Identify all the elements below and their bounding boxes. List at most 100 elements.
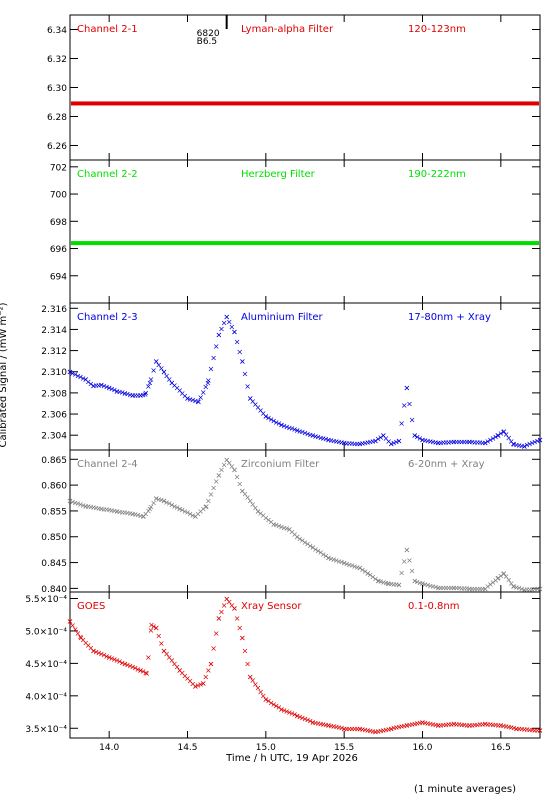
series-points: ××××××××××××××××××××××××××××××××××××××××… (67, 313, 544, 451)
data-point: × (189, 511, 196, 520)
data-point: × (333, 723, 340, 732)
data-point: × (223, 594, 230, 603)
data-point: × (192, 512, 199, 521)
data-point: × (247, 497, 254, 506)
data-point: × (202, 672, 209, 681)
data-point: × (119, 508, 126, 517)
data-point: × (124, 509, 131, 518)
data-point: × (67, 617, 74, 626)
data-point: × (85, 502, 92, 511)
panel-4: 0.840 0.845 0.850 0.855 0.860 0.865 Channel 2-… (41, 449, 543, 595)
data-point: × (377, 726, 384, 735)
data-point: × (375, 577, 382, 586)
data-point: × (487, 580, 494, 589)
data-point: × (195, 510, 202, 519)
panel-band-label: 17-80nm + Xray (408, 312, 491, 323)
data-point: × (129, 510, 136, 519)
data-point: × (174, 384, 181, 393)
data-point: × (296, 534, 303, 543)
y-tick-label: 0.860 (41, 482, 67, 492)
data-point: × (78, 633, 85, 642)
data-point: × (500, 569, 507, 578)
data-point: × (252, 680, 259, 689)
panel-frame (69, 591, 541, 739)
data-point: × (427, 581, 434, 590)
data-point: × (521, 585, 528, 594)
data-point: × (137, 511, 144, 520)
data-point: × (218, 466, 225, 475)
data-point: × (484, 582, 491, 591)
data-point: × (487, 436, 494, 445)
panel-band-label: 0.1-0.8nm (408, 601, 460, 612)
data-point: × (171, 381, 178, 390)
data-point: × (296, 427, 303, 436)
data-point: × (484, 720, 491, 729)
data-point: × (137, 391, 144, 400)
data-point: × (492, 576, 499, 585)
y-tick-label: 2.308 (41, 389, 67, 399)
data-point: × (403, 546, 410, 555)
data-point: × (218, 607, 225, 616)
data-point: × (432, 438, 439, 447)
data-point: × (450, 438, 457, 447)
data-point: × (325, 553, 332, 562)
data-point: × (464, 584, 471, 593)
data-point: × (252, 503, 259, 512)
data-point: × (273, 702, 280, 711)
data-point: × (239, 486, 246, 495)
data-point: × (529, 726, 536, 735)
data-point: × (330, 555, 337, 564)
data-point: × (161, 368, 168, 377)
data-point: × (249, 397, 256, 406)
data-point: × (226, 459, 233, 468)
data-point: × (430, 582, 437, 591)
data-point: × (111, 507, 118, 516)
data-point: × (419, 435, 426, 444)
series-points (71, 241, 539, 246)
data-point: × (108, 385, 115, 394)
data-point: × (140, 667, 147, 676)
data-point: × (328, 436, 335, 445)
data-point: × (521, 442, 528, 451)
data-point: × (518, 585, 525, 594)
data-point: × (511, 440, 518, 449)
data-point: × (500, 427, 507, 436)
y-tick-label: 702 (50, 163, 67, 173)
data-point: × (129, 391, 136, 400)
data-point: × (187, 677, 194, 686)
data-point: × (409, 566, 416, 575)
data-point: × (299, 713, 306, 722)
data-point: × (106, 653, 113, 662)
data-point: × (304, 429, 311, 438)
data-point: × (299, 428, 306, 437)
data-point: × (236, 624, 243, 633)
data-point: × (501, 427, 508, 436)
data-point: × (90, 381, 97, 390)
data-point: × (482, 720, 489, 729)
data-point: × (396, 436, 403, 445)
data-point: × (479, 584, 486, 593)
data-point: × (513, 724, 520, 733)
data-point: × (244, 382, 251, 391)
data-point: × (236, 479, 243, 488)
chart-panels: 6.26 6.28 6.30 6.32 6.34 Channel 2-1 Lyman-alp… (25, 14, 544, 753)
data-point: × (270, 520, 277, 529)
data-point: × (328, 554, 335, 563)
data-point: × (430, 438, 437, 447)
data-point: × (325, 435, 332, 444)
data-point: × (317, 719, 324, 728)
y-tick-label: 4.5×10⁻⁴ (25, 660, 67, 670)
data-point: × (239, 486, 246, 495)
data-point: × (234, 473, 241, 482)
data-point: × (69, 497, 76, 506)
data-point: × (370, 437, 377, 446)
data-point: × (364, 726, 371, 735)
panel-band-label: 6-20nm + Xray (408, 459, 485, 470)
data-point: × (215, 471, 222, 480)
data-point: × (385, 579, 392, 588)
data-point: × (135, 511, 142, 520)
data-point: × (398, 569, 405, 578)
data-point: × (534, 585, 541, 594)
data-point: × (443, 720, 450, 729)
data-point: × (205, 376, 212, 385)
